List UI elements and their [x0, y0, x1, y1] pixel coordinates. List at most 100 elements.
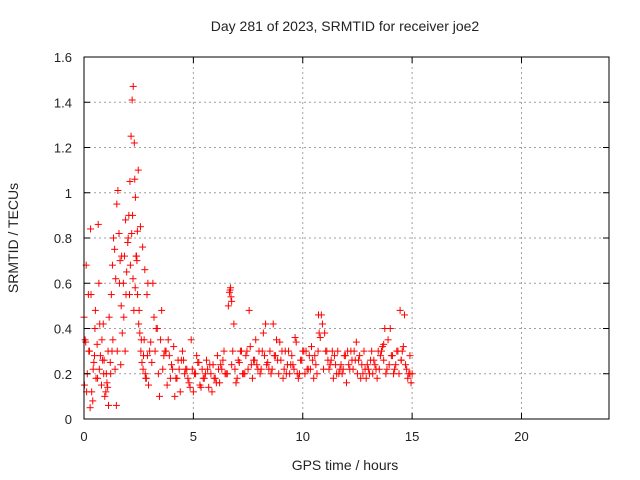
data-point: [126, 261, 134, 269]
y-tick-label: 0: [65, 412, 72, 427]
data-point: [397, 356, 405, 364]
data-point: [87, 225, 95, 233]
data-point: [115, 229, 123, 237]
data-point: [108, 347, 116, 355]
data-point: [356, 352, 364, 360]
data-point: [157, 336, 165, 344]
data-point: [140, 352, 147, 360]
data-point: [228, 297, 236, 305]
data-point: [91, 352, 98, 360]
data-point: [254, 365, 262, 373]
data-point: [276, 338, 284, 346]
data-point: [118, 252, 126, 260]
data-point: [245, 306, 253, 314]
axis-ticks: [83, 56, 609, 420]
data-point: [292, 338, 300, 346]
data-point: [231, 365, 239, 373]
data-point: [344, 347, 352, 355]
data-point: [302, 347, 310, 355]
data-point: [138, 358, 146, 366]
data-point: [260, 352, 268, 360]
data-point: [175, 365, 183, 373]
data-point: [228, 361, 236, 369]
data-point: [213, 352, 221, 360]
data-point: [258, 347, 266, 355]
data-point: [199, 374, 207, 382]
data-point: [242, 352, 250, 360]
y-tick-label: 0.6: [54, 276, 72, 291]
data-point: [91, 325, 99, 332]
data-point: [118, 329, 126, 337]
data-point: [188, 365, 196, 373]
data-point: [136, 329, 144, 337]
data-point: [381, 325, 389, 332]
data-point: [182, 365, 190, 373]
data-point: [184, 374, 192, 382]
data-point: [169, 365, 177, 373]
data-point: [102, 388, 110, 396]
data-point: [220, 347, 228, 355]
data-point: [195, 358, 203, 366]
y-tick-label: 1.4: [54, 95, 72, 110]
data-point: [252, 336, 260, 344]
data-point: [313, 370, 321, 378]
data-point: [402, 361, 410, 369]
x-tick-label: 0: [80, 429, 87, 444]
data-point: [176, 388, 184, 396]
data-point: [399, 343, 407, 351]
data-point: [294, 374, 302, 382]
data-point: [116, 257, 124, 265]
data-point: [148, 358, 156, 366]
data-point: [126, 291, 133, 299]
data-point: [130, 306, 138, 314]
data-point: [128, 96, 136, 104]
data-point: [357, 374, 365, 382]
data-point: [380, 340, 388, 348]
data-point: [145, 381, 153, 389]
data-point: [243, 347, 251, 355]
data-point: [155, 392, 163, 400]
data-point: [275, 370, 283, 378]
data-point: [279, 374, 287, 382]
data-point: [160, 352, 168, 360]
data-point: [360, 347, 368, 355]
data-point: [189, 388, 197, 396]
data-point: [130, 139, 138, 147]
data-point: [244, 365, 252, 373]
data-point: [289, 361, 297, 369]
data-point: [204, 365, 212, 373]
data-point: [385, 361, 393, 369]
data-point: [89, 365, 97, 373]
data-point: [210, 374, 218, 382]
data-point: [280, 365, 288, 373]
data-point: [359, 370, 367, 378]
data-point: [128, 229, 136, 237]
data-point: [142, 374, 150, 382]
data-point: [263, 361, 271, 369]
data-point: [230, 320, 238, 328]
data-point: [271, 352, 279, 360]
data-point: [134, 166, 142, 174]
y-axis-label: SRMTID / TECUs: [5, 183, 21, 293]
chart-title: Day 281 of 2023, SRMTID for receiver joe…: [211, 18, 480, 34]
data-point: [290, 365, 298, 373]
data-point: [190, 370, 198, 378]
data-point: [400, 311, 408, 319]
data-point: [293, 370, 301, 378]
data-point: [87, 291, 95, 299]
data-point: [241, 370, 249, 378]
data-point: [137, 347, 145, 355]
data-point: [153, 325, 161, 332]
data-point: [282, 370, 290, 378]
data-point: [82, 338, 90, 346]
data-point: [350, 347, 358, 355]
data-point: [104, 383, 112, 391]
data-point: [315, 329, 323, 337]
data-point: [341, 352, 349, 360]
data-point: [278, 347, 286, 355]
data-point: [206, 361, 214, 369]
data-point: [135, 320, 143, 328]
data-point: [217, 361, 225, 369]
data-point: [151, 347, 159, 355]
data-point: [106, 358, 114, 366]
